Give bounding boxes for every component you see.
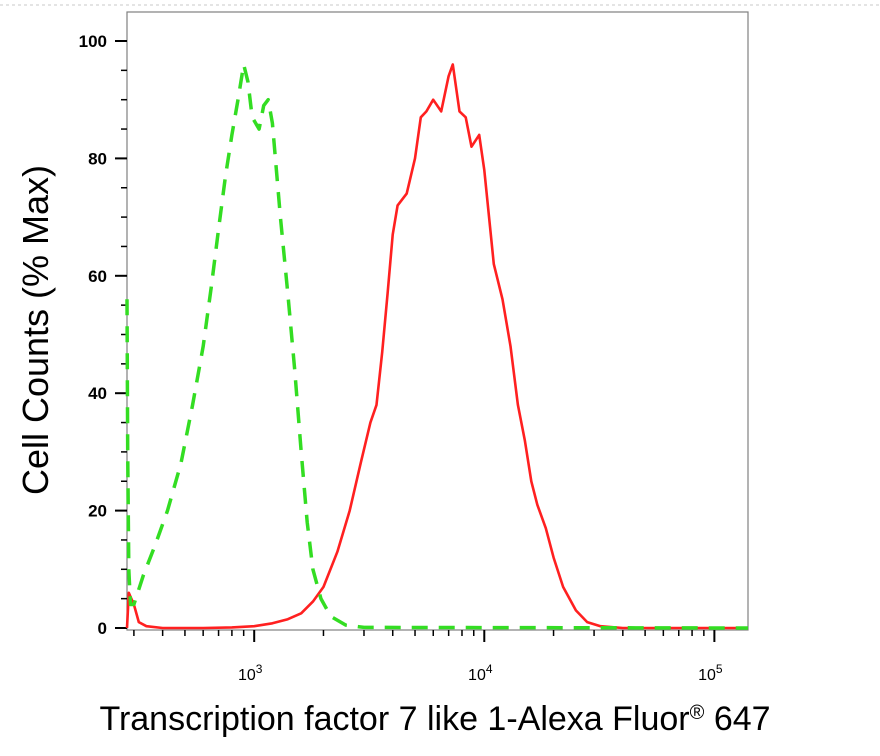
x-axis-label: Transcription factor 7 like 1-Alexa Fluo… — [99, 700, 770, 738]
x-axis: 103 104 105 — [133, 630, 723, 684]
x-tick-label: 104 — [468, 662, 493, 684]
y-tick-label: 0 — [98, 619, 107, 638]
sample-histogram-solid — [125, 63, 748, 630]
y-tick-label: 100 — [79, 32, 107, 51]
y-axis-label: Cell Counts (% Max) — [15, 165, 56, 495]
y-tick-label: 80 — [88, 149, 107, 168]
plot-frame — [126, 11, 749, 631]
control-histogram-dashed — [125, 62, 749, 630]
y-tick-label: 20 — [88, 502, 107, 521]
x-tick-label: 103 — [238, 662, 263, 684]
x-tick-label: 105 — [698, 662, 723, 684]
series-layer — [125, 62, 749, 630]
x-axis-label-main: Transcription factor 7 like 1-Alexa Fluo… — [99, 700, 689, 738]
y-tick-label: 60 — [88, 267, 107, 286]
x-axis-label-registered-mark: ® — [690, 702, 705, 724]
y-tick-label: 40 — [88, 384, 107, 403]
y-axis: 0 20 40 60 80 100 — [79, 32, 127, 638]
x-axis-label-suffix: 647 — [704, 700, 770, 738]
